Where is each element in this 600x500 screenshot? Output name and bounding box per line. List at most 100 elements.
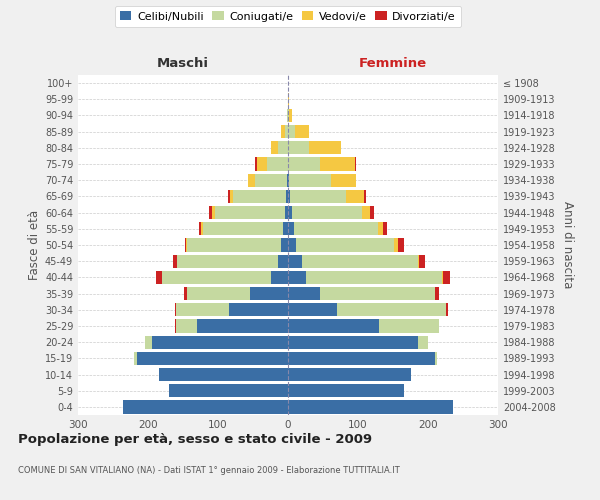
Bar [435,352,437,365]
Bar [175,320,176,332]
Bar [284,206,288,220]
Bar [419,254,425,268]
Bar [442,270,443,284]
Bar [296,238,394,252]
Bar [158,368,288,381]
Bar [445,303,448,316]
Bar [176,254,278,268]
Bar [124,400,288,413]
Bar [288,400,452,413]
Bar [290,190,346,203]
Bar [271,141,277,154]
Y-axis label: Anni di nascita: Anni di nascita [561,202,574,288]
Bar [278,254,288,268]
Text: Popolazione per età, sesso e stato civile - 2009: Popolazione per età, sesso e stato civil… [18,432,372,446]
Bar [337,303,445,316]
Bar [288,303,337,316]
Bar [287,174,288,187]
Bar [286,190,288,203]
Bar [309,141,341,154]
Bar [185,238,186,252]
Bar [289,109,292,122]
Bar [288,92,289,106]
Bar [418,336,428,349]
Bar [288,222,293,235]
Bar [267,158,288,170]
Bar [229,303,288,316]
Bar [288,125,295,138]
Bar [187,238,281,252]
Bar [287,109,288,122]
Bar [418,254,419,268]
Bar [364,190,366,203]
Legend: Celibi/Nubili, Coniugati/e, Vedovi/e, Divorziati/e: Celibi/Nubili, Coniugati/e, Vedovi/e, Di… [115,6,461,27]
Text: Femmine: Femmine [359,57,427,70]
Bar [295,125,309,138]
Bar [377,222,383,235]
Bar [288,109,289,122]
Bar [443,270,450,284]
Y-axis label: Fasce di età: Fasce di età [28,210,41,280]
Bar [134,352,137,365]
Bar [201,222,203,235]
Bar [184,287,187,300]
Bar [145,336,151,349]
Bar [355,158,356,170]
Bar [233,190,286,203]
Bar [175,303,176,316]
Bar [288,238,296,252]
Bar [435,287,439,300]
Bar [281,238,288,252]
Bar [288,320,379,332]
Bar [203,222,283,235]
Text: Maschi: Maschi [157,57,209,70]
Bar [277,141,288,154]
Bar [361,206,370,220]
Bar [289,174,331,187]
Bar [320,158,355,170]
Bar [173,254,176,268]
Bar [248,174,255,187]
Bar [288,270,305,284]
Bar [186,238,187,252]
Bar [176,320,197,332]
Bar [209,206,212,220]
Bar [288,336,418,349]
Bar [176,303,229,316]
Bar [197,320,288,332]
Bar [288,141,309,154]
Bar [157,270,162,284]
Bar [151,336,288,349]
Bar [346,190,364,203]
Bar [212,206,215,220]
Bar [288,368,410,381]
Bar [288,206,292,220]
Bar [288,384,404,398]
Bar [292,206,361,220]
Bar [288,254,302,268]
Bar [137,352,288,365]
Bar [379,320,439,332]
Bar [370,206,374,220]
Bar [187,287,250,300]
Bar [230,190,233,203]
Bar [199,222,201,235]
Bar [255,174,287,187]
Bar [394,238,398,252]
Bar [283,222,288,235]
Text: COMUNE DI SAN VITALIANO (NA) - Dati ISTAT 1° gennaio 2009 - Elaborazione TUTTITA: COMUNE DI SAN VITALIANO (NA) - Dati ISTA… [18,466,400,475]
Bar [169,384,288,398]
Bar [320,287,435,300]
Bar [331,174,356,187]
Bar [215,206,284,220]
Bar [271,270,288,284]
Bar [288,287,320,300]
Bar [281,125,284,138]
Bar [250,287,288,300]
Bar [398,238,404,252]
Bar [288,158,320,170]
Bar [302,254,418,268]
Bar [255,158,257,170]
Bar [162,270,271,284]
Bar [229,190,230,203]
